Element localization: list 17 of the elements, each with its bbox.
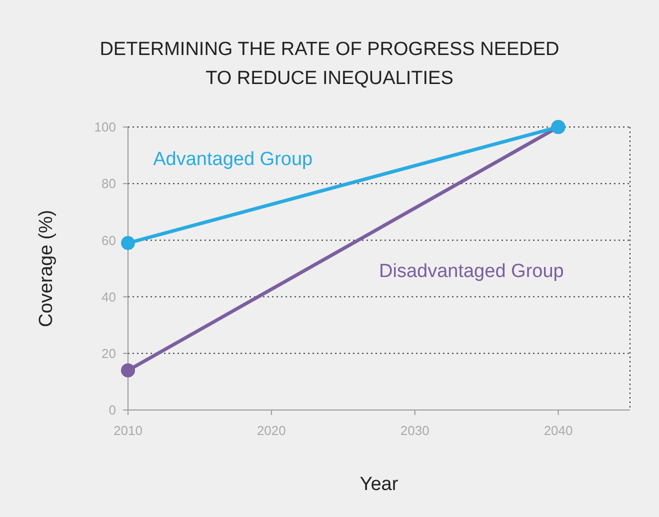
y-tick-label: 40 [102, 289, 116, 304]
chart-title: DETERMINING THE RATE OF PROGRESS NEEDED TO REDUCE INEQUALITIES [100, 39, 560, 89]
x-tick-label: 2010 [114, 423, 142, 438]
y-tick-label: 0 [108, 402, 116, 418]
series-label: Disadvantaged Group [379, 260, 564, 282]
y-tick-label: 20 [102, 346, 116, 361]
y-axis-title: Coverage (%) [36, 210, 57, 328]
x-tick-label: 2040 [544, 423, 573, 438]
y-tick-label: 60 [102, 232, 116, 248]
x-axis-title: Year [360, 474, 399, 495]
point [121, 363, 135, 378]
y-tick-label: 80 [102, 176, 116, 192]
x-tick-label: 2030 [400, 423, 430, 438]
series-label: Advantaged Group [153, 148, 313, 170]
y-tick-label: 100 [94, 120, 116, 135]
point [121, 236, 135, 250]
x-tick-label: 2020 [256, 423, 286, 438]
